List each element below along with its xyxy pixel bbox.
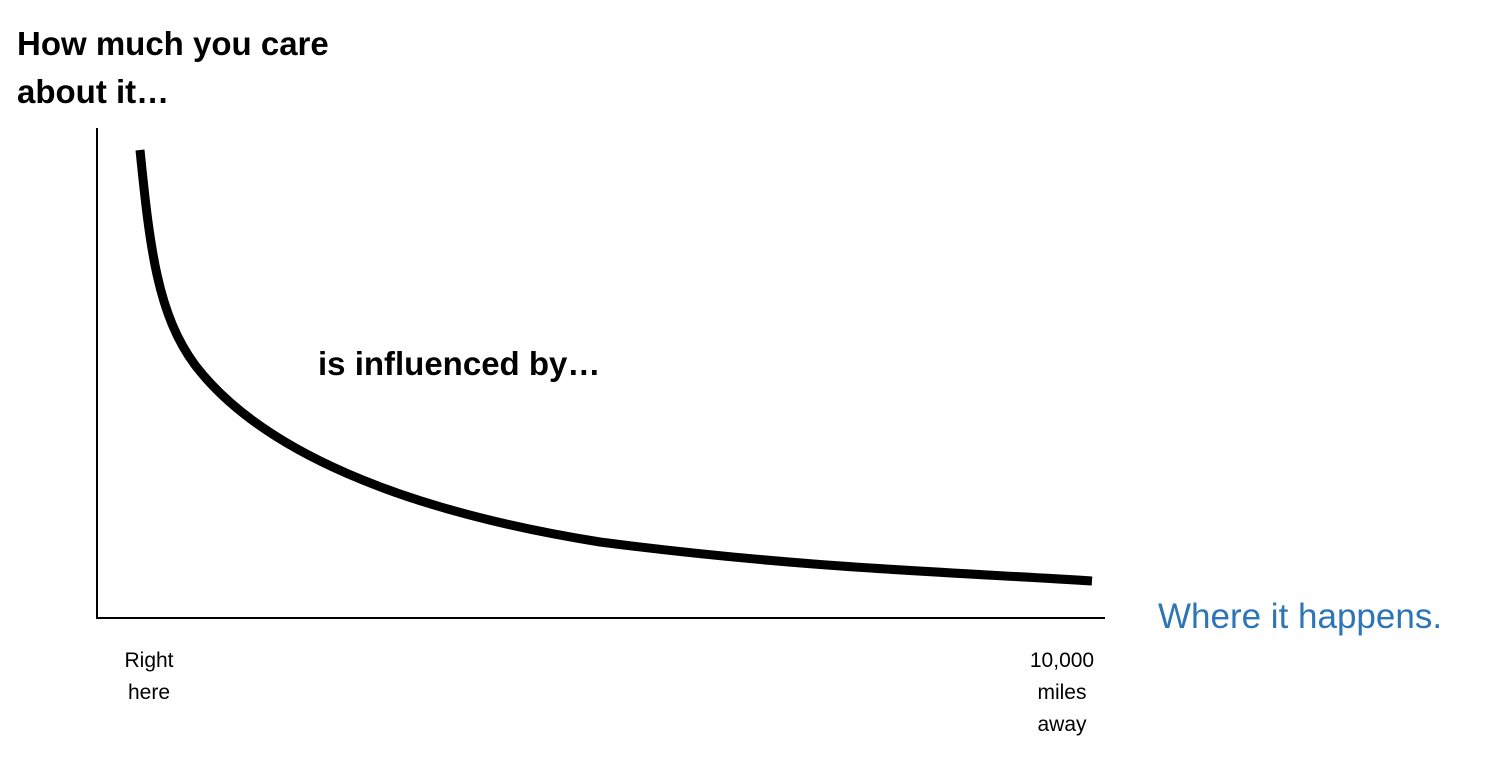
curve [135, 149, 1093, 586]
x-tick-label: here [128, 681, 170, 704]
x-tick-label: away [1037, 713, 1087, 736]
x-tick-label: 10,000 [1030, 649, 1094, 672]
x-tick-label: miles [1037, 681, 1086, 704]
x-axis-label: Where it happens. [1158, 597, 1442, 636]
x-tick-label: Right [124, 649, 173, 672]
annotation: is influenced by… [318, 345, 600, 382]
y-axis-label: How much you care [17, 25, 329, 62]
y-axis-label: about it… [17, 73, 169, 110]
